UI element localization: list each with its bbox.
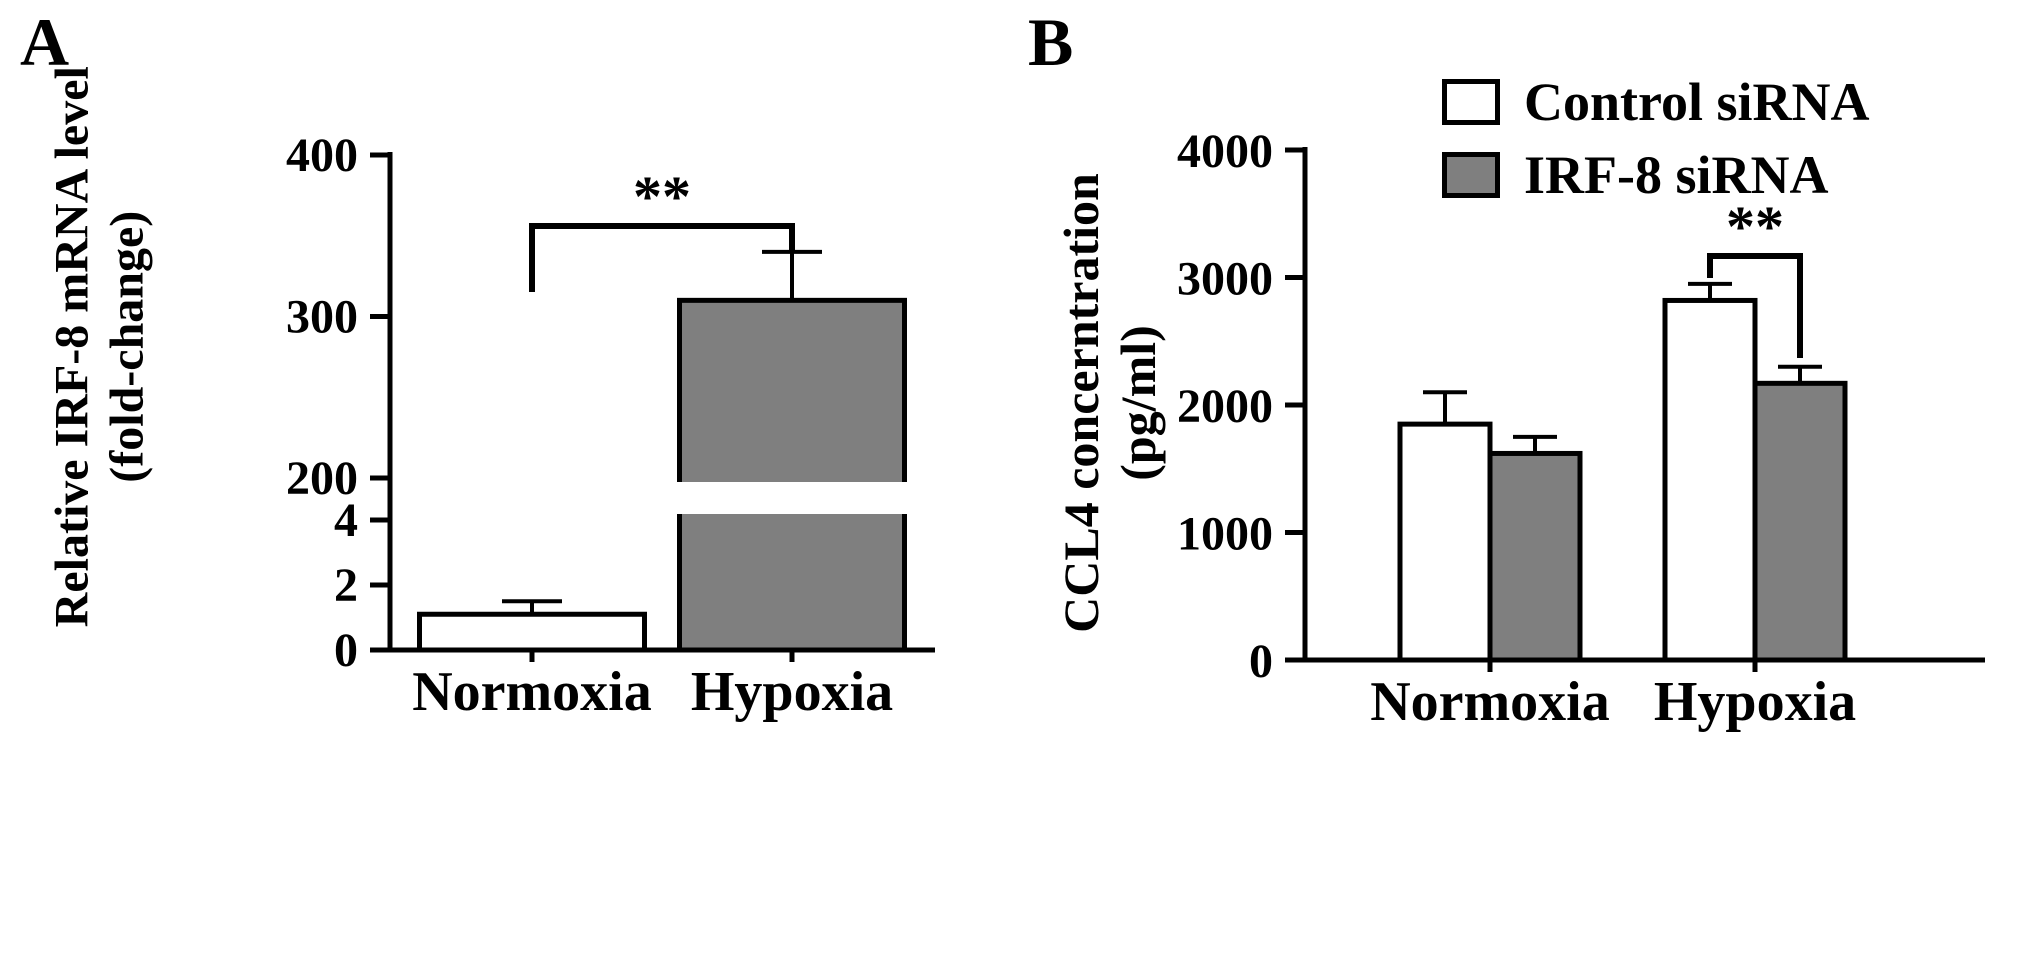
panel-b-y-tick-label: 4000 [1177, 125, 1273, 178]
panel-a-y-tick-label: 2 [334, 559, 358, 612]
panel-b-bar-hypoxia-control-sirna [1662, 297, 1758, 663]
panel-b-significance-bracket [1707, 253, 1803, 358]
panel-b-y-tick-label: 2000 [1177, 380, 1273, 433]
panel-a-label: A [20, 4, 70, 80]
panel-a-significance-bracket [529, 223, 795, 292]
legend-swatch-control-sirna [1442, 79, 1500, 126]
legend-label-control-sirna: Control siRNA [1524, 72, 1870, 132]
panel-b-category-label: Normoxia [1370, 671, 1610, 733]
panel-a-axis-break-band [675, 482, 909, 514]
panel-a-bar-normoxia [417, 611, 647, 653]
panel-a-y-tick-label: 4 [334, 494, 358, 547]
panel-a-y-tick-label: 200 [286, 452, 358, 505]
legend-swatch-irf8-sirna [1442, 152, 1500, 199]
panel-a-category-label: Normoxia [412, 661, 652, 723]
panel-b-category-label: Hypoxia [1654, 671, 1856, 733]
panel-b-bar-hypoxia-irf8-sirna [1752, 380, 1848, 663]
legend-item-control-sirna: Control siRNA [1442, 74, 1870, 131]
panel-a-y-tick-label: 0 [334, 624, 358, 677]
panel-b-y-tick-label: 1000 [1177, 508, 1273, 561]
panel-b-y-tick-label: 3000 [1177, 253, 1273, 306]
panel-a-significance-label: ** [633, 164, 691, 229]
legend-item-irf8-sirna: IRF-8 siRNA [1442, 144, 1870, 205]
panel-a-bar-hypoxia [677, 297, 907, 653]
panel-b-significance-label: ** [1726, 194, 1784, 259]
legend-label-irf8-sirna: IRF-8 siRNA [1524, 144, 1829, 205]
panel-a-category-label: Hypoxia [691, 661, 893, 723]
panel-b-label: B [1028, 4, 1074, 80]
panel-b-bar-normoxia-control-sirna [1397, 421, 1493, 663]
panel-a-y-tick-label: 300 [286, 291, 358, 344]
panel-a-y-tick-label: 400 [286, 129, 358, 182]
panel-b-bar-normoxia-irf8-sirna [1487, 450, 1583, 663]
panel-b-y-tick-label: 0 [1249, 635, 1273, 688]
legend: Control siRNA IRF-8 siRNA [1442, 74, 1870, 203]
